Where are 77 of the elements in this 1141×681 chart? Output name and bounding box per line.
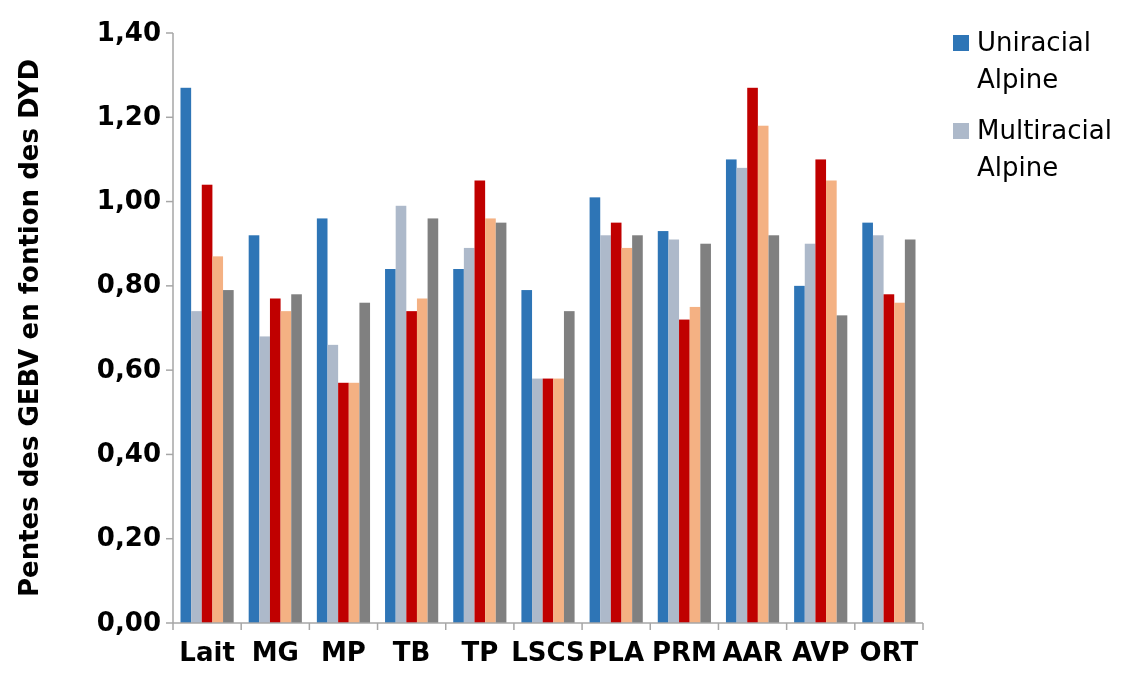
legend-label: Multiracial Alpine bbox=[977, 114, 1112, 182]
bar bbox=[453, 269, 464, 623]
bar bbox=[689, 306, 701, 623]
bar bbox=[191, 311, 202, 623]
y-tick-label: 1,20 bbox=[96, 100, 161, 131]
x-tick-label: MP bbox=[320, 637, 366, 667]
bar bbox=[600, 235, 611, 623]
bar bbox=[815, 159, 827, 623]
bar bbox=[610, 222, 622, 623]
bar bbox=[223, 290, 234, 623]
bar bbox=[553, 378, 564, 623]
x-tick-label: PRM bbox=[651, 637, 717, 667]
bar bbox=[679, 319, 690, 623]
bar bbox=[794, 285, 805, 623]
bar bbox=[894, 302, 905, 623]
y-tick-label: 0,20 bbox=[96, 522, 161, 553]
x-tick-label: TB bbox=[392, 637, 431, 667]
bar bbox=[201, 184, 213, 623]
bar bbox=[180, 87, 192, 623]
bar bbox=[427, 218, 439, 623]
bar bbox=[872, 235, 884, 623]
bar bbox=[836, 315, 848, 623]
bar bbox=[804, 243, 816, 623]
x-tick-label: TP bbox=[461, 637, 499, 667]
bar bbox=[532, 378, 543, 623]
bar bbox=[212, 256, 224, 623]
y-tick-label: 0,40 bbox=[96, 437, 161, 468]
bar bbox=[280, 311, 292, 623]
y-tick-label: 1,00 bbox=[96, 185, 161, 216]
bar bbox=[700, 243, 711, 623]
bar bbox=[768, 235, 780, 623]
bar bbox=[338, 382, 349, 623]
x-tick-label: PLA bbox=[588, 637, 645, 667]
bar bbox=[904, 239, 916, 623]
bar bbox=[316, 218, 328, 623]
bar bbox=[862, 222, 873, 623]
legend-label: Uniracial Alpine bbox=[977, 26, 1092, 94]
bar bbox=[668, 239, 680, 623]
x-tick-label: Lait bbox=[179, 637, 235, 667]
bar bbox=[385, 269, 396, 623]
bar bbox=[542, 378, 554, 623]
x-tick-label: ORT bbox=[859, 637, 919, 667]
bar bbox=[259, 336, 270, 623]
bar bbox=[474, 180, 486, 623]
x-tick-label: AAR bbox=[722, 637, 783, 667]
x-tick-label: AVP bbox=[791, 637, 850, 667]
bar bbox=[248, 235, 260, 623]
bar bbox=[406, 311, 417, 623]
bar bbox=[757, 125, 769, 623]
bar bbox=[747, 87, 758, 623]
bar bbox=[883, 294, 895, 623]
bar bbox=[725, 159, 737, 623]
bar bbox=[826, 180, 837, 623]
bar bbox=[589, 197, 601, 623]
bar bbox=[463, 247, 475, 623]
bar bbox=[348, 382, 360, 623]
y-tick-label: 0,60 bbox=[96, 353, 161, 384]
bar bbox=[416, 298, 428, 623]
bar bbox=[632, 235, 643, 623]
y-axis-title: Pentes des GEBV en fontion des DYD bbox=[14, 58, 44, 598]
y-tick-label: 0,00 bbox=[96, 606, 161, 637]
bar bbox=[521, 290, 533, 623]
bar bbox=[395, 205, 407, 623]
bar bbox=[291, 294, 302, 623]
bar bbox=[327, 344, 339, 623]
bar bbox=[269, 298, 281, 623]
x-tick-label: LSCS bbox=[511, 637, 585, 667]
bar bbox=[563, 311, 575, 623]
bar bbox=[359, 302, 371, 623]
bar bbox=[495, 222, 507, 623]
bar bbox=[736, 167, 748, 623]
bar bbox=[621, 247, 633, 623]
y-tick-label: 1,40 bbox=[96, 16, 161, 47]
bar bbox=[657, 231, 669, 623]
x-tick-label: MG bbox=[251, 637, 299, 667]
y-tick-label: 0,80 bbox=[96, 269, 161, 300]
bar bbox=[485, 218, 496, 623]
